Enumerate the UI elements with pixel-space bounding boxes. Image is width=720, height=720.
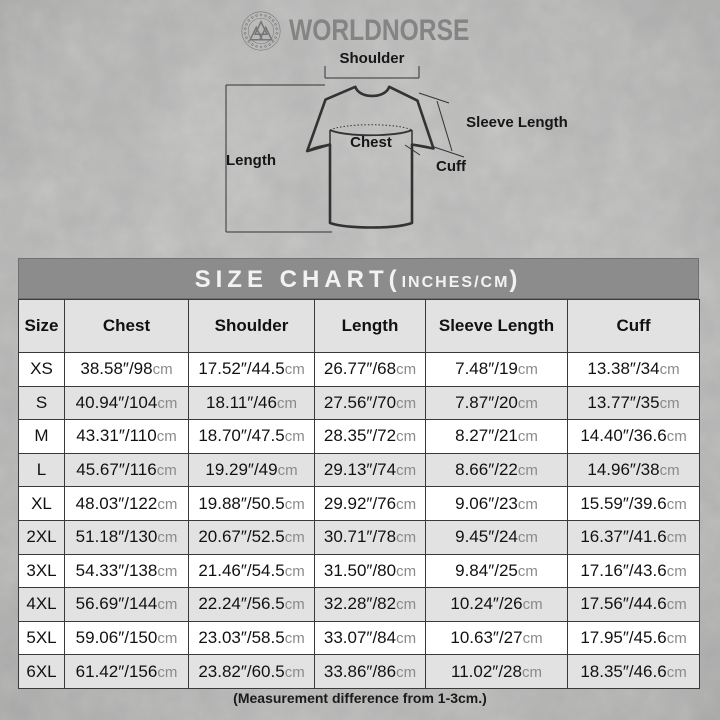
svg-text:Chest: Chest — [350, 134, 392, 151]
svg-text:Cuff: Cuff — [436, 158, 467, 175]
svg-text:Shoulder: Shoulder — [339, 50, 404, 67]
svg-text:Length: Length — [226, 152, 276, 169]
svg-text:Sleeve Length: Sleeve Length — [466, 114, 568, 131]
